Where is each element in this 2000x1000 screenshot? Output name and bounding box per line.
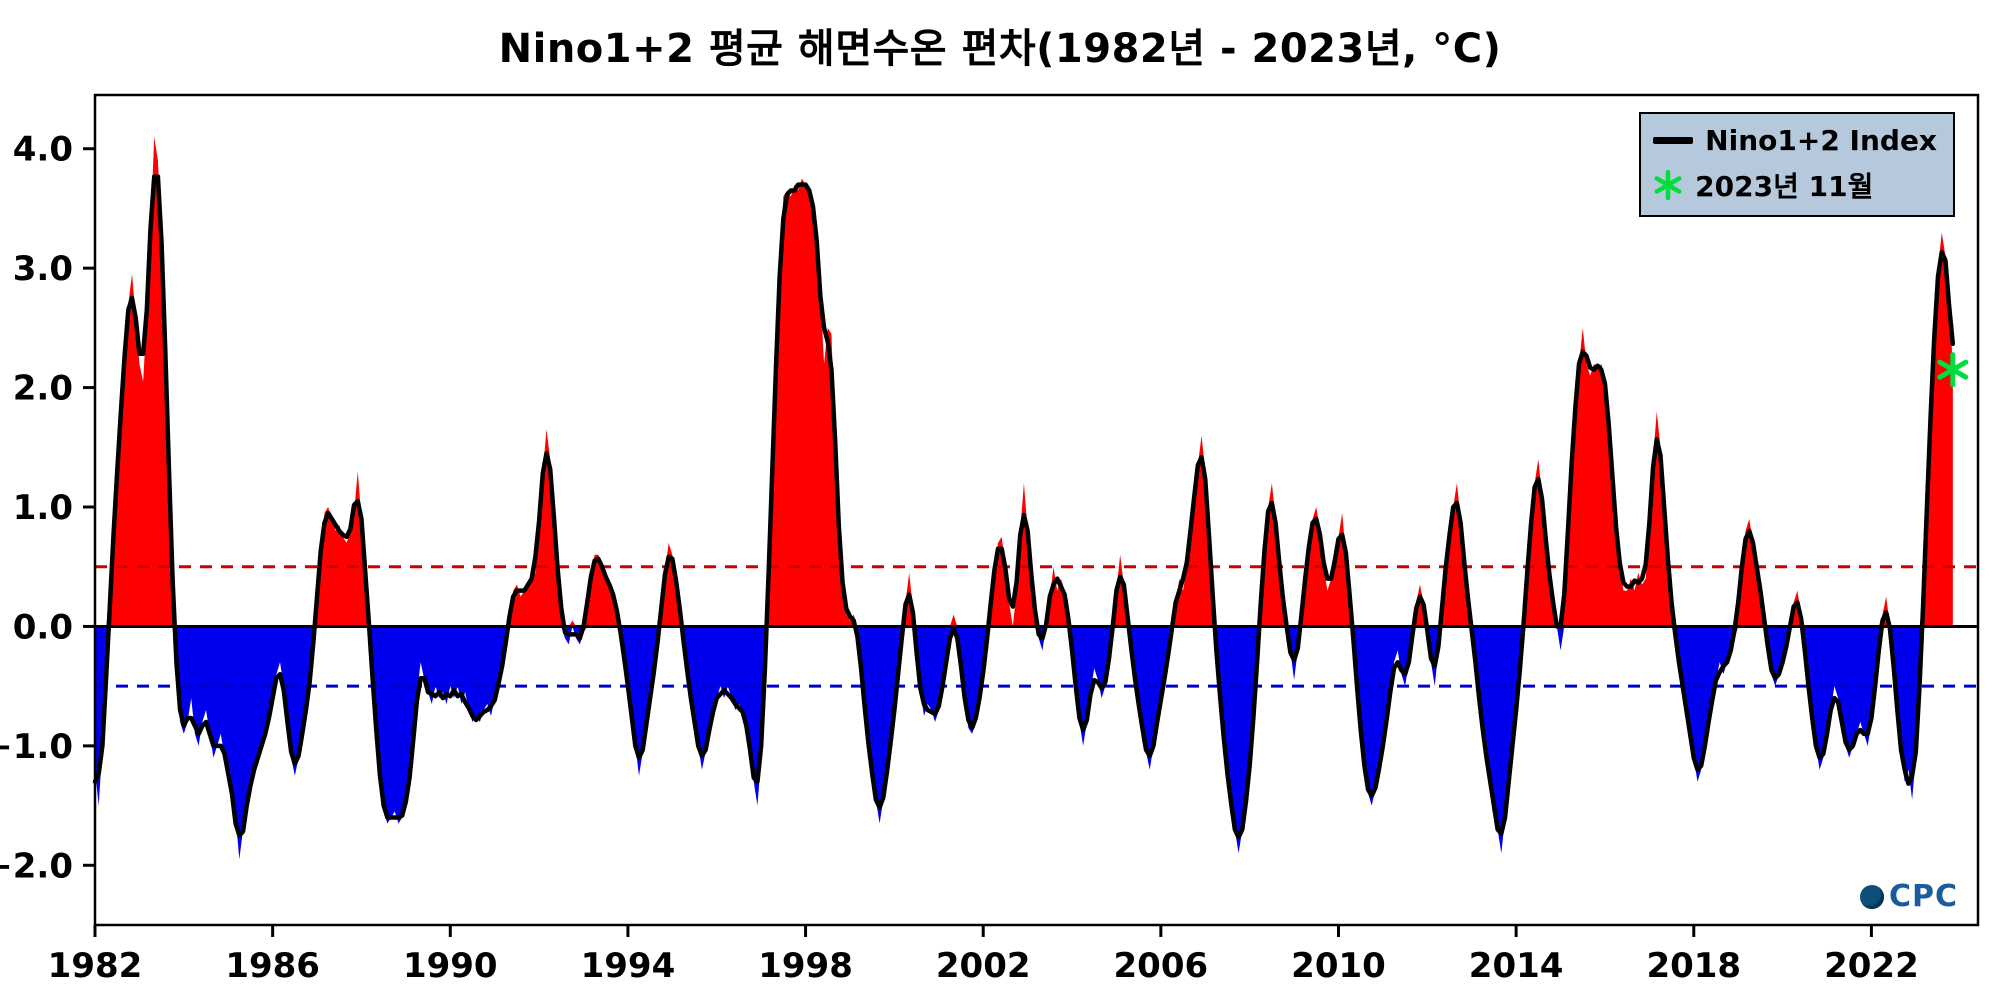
y-tick-label: 2.0 bbox=[13, 369, 73, 409]
positive-anomaly-area bbox=[95, 136, 1953, 627]
latest-month-marker bbox=[1937, 352, 1969, 388]
globe-icon bbox=[1859, 884, 1884, 909]
y-tick-label: −1.0 bbox=[0, 727, 73, 767]
x-tick-label: 1994 bbox=[581, 946, 676, 986]
chart-title: Nino1+2 평균 해면수온 편차(1982년 - 2023년, °C) bbox=[498, 26, 1502, 72]
x-tick-label: 1990 bbox=[403, 946, 498, 986]
x-tick-label: 1986 bbox=[225, 946, 320, 986]
y-tick-label: 0.0 bbox=[13, 607, 73, 647]
y-tick-label: 3.0 bbox=[13, 249, 73, 289]
x-tick-label: 2010 bbox=[1291, 946, 1386, 986]
legend-item-latest-month: 2023년 11월 bbox=[1653, 165, 1937, 205]
x-tick-label: 2002 bbox=[936, 946, 1031, 986]
legend-item-index: Nino1+2 Index bbox=[1653, 124, 1937, 157]
index-line bbox=[92, 174, 1956, 840]
y-tick-label: −2.0 bbox=[0, 846, 73, 886]
x-tick-label: 2018 bbox=[1646, 946, 1741, 986]
cpc-logo: CPC bbox=[1859, 879, 1958, 914]
x-tick-label: 1998 bbox=[758, 946, 853, 986]
chart-legend: Nino1+2 Index 2023년 11월 bbox=[1639, 112, 1955, 217]
x-tick-label: 2014 bbox=[1469, 946, 1564, 986]
index-line-swatch-icon bbox=[1653, 137, 1694, 144]
legend-label-index: Nino1+2 Index bbox=[1705, 124, 1937, 157]
x-tick-label: 2006 bbox=[1114, 946, 1209, 986]
x-tick-label: 1982 bbox=[48, 946, 143, 986]
plot-border bbox=[93, 93, 1980, 927]
cpc-logo-text: CPC bbox=[1888, 879, 1958, 914]
y-tick-label: 1.0 bbox=[13, 488, 73, 528]
asterisk-marker-icon bbox=[1654, 170, 1682, 200]
legend-label-latest-month: 2023년 11월 bbox=[1695, 170, 1874, 203]
x-tick-label: 2022 bbox=[1824, 946, 1919, 986]
y-tick-label: 4.0 bbox=[13, 130, 73, 170]
